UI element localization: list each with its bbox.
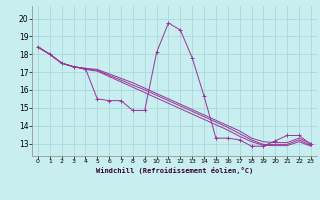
X-axis label: Windchill (Refroidissement éolien,°C): Windchill (Refroidissement éolien,°C) [96,167,253,174]
